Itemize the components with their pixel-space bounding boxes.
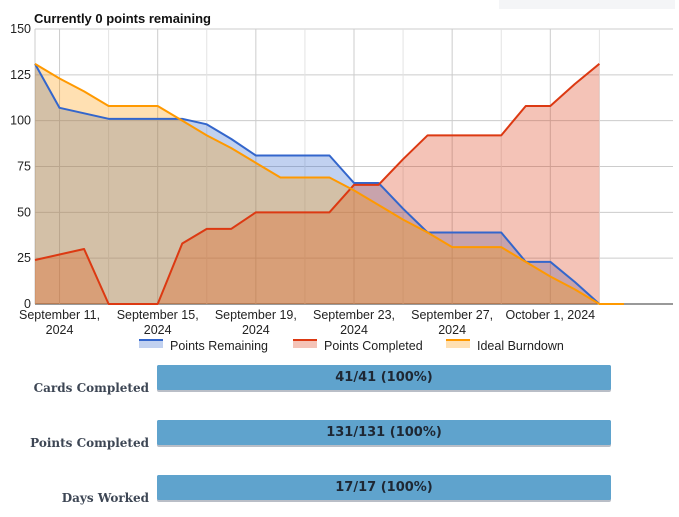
progress-text-cards: 41/41 (100%) <box>335 370 433 385</box>
series-area-0 <box>35 63 600 305</box>
progress-fill-cards <box>157 365 611 390</box>
y-tick-label: 75 <box>17 160 31 174</box>
stat-row-days: Days Worked 17/17 (100%) <box>0 475 679 509</box>
x-tick-label: October 1, 2024 <box>505 308 595 322</box>
legend-swatch-fill-0 <box>139 340 163 348</box>
progress-fill-days <box>157 475 611 500</box>
legend-swatch-fill-2 <box>446 340 470 348</box>
progress-text-days: 17/17 (100%) <box>335 480 433 495</box>
x-tick-label: 2024 <box>438 323 466 337</box>
x-tick-label: September 19, <box>215 308 297 322</box>
x-tick-label: September 23, <box>313 308 395 322</box>
y-tick-label: 0 <box>24 297 31 311</box>
legend-swatch-fill-1 <box>293 340 317 348</box>
series-area-1 <box>35 63 600 305</box>
y-tick-label: 100 <box>10 114 31 128</box>
series-line-2 <box>34 62 624 305</box>
x-tick-label: September 15, <box>117 308 199 322</box>
series-line-0 <box>34 63 601 305</box>
progress-bar-days: 17/17 (100%) <box>157 475 611 500</box>
x-tick-label: 2024 <box>144 323 172 337</box>
y-tick-label: 125 <box>10 68 31 82</box>
x-tick-label: 2024 <box>340 323 368 337</box>
legend-label-0: Points Remaining <box>170 339 268 353</box>
legend-label-2: Ideal Burndown <box>477 339 564 353</box>
progress-text-points: 131/131 (100%) <box>326 425 442 440</box>
y-tick-label: 25 <box>17 251 31 265</box>
y-tick-label: 150 <box>10 22 31 36</box>
stat-row-cards: Cards Completed 41/41 (100%) <box>0 365 679 399</box>
x-tick-label: September 11, <box>19 308 100 322</box>
x-tick-label: 2024 <box>46 323 74 337</box>
legend-label-1: Points Completed <box>324 339 423 353</box>
stat-label-points: Points Completed <box>30 436 149 450</box>
chart-title: Currently 0 points remaining <box>34 11 211 26</box>
stat-label-cards: Cards Completed <box>33 381 149 395</box>
toolbar-edge <box>499 0 675 9</box>
x-tick-label: September 27, <box>411 308 493 322</box>
progress-fill-points <box>157 420 611 445</box>
stat-label-days: Days Worked <box>61 491 149 505</box>
progress-bar-points: 131/131 (100%) <box>157 420 611 445</box>
chart-lines <box>34 62 624 305</box>
x-tick-label: 2024 <box>242 323 270 337</box>
series-line-1 <box>34 63 601 305</box>
progress-bar-cards: 41/41 (100%) <box>157 365 611 390</box>
chart-grid <box>34 28 673 305</box>
y-tick-label: 50 <box>17 205 31 219</box>
stat-row-points: Points Completed 131/131 (100%) <box>0 420 679 454</box>
chart-legend[interactable]: Points Remaining Points Completed Ideal Bu… <box>139 339 564 353</box>
